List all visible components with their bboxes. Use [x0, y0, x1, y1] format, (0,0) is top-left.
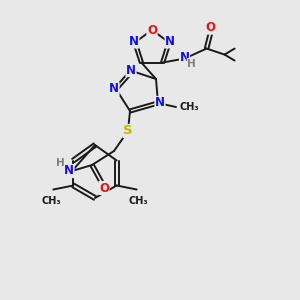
Text: CH₃: CH₃ [129, 196, 148, 206]
Text: N: N [180, 51, 190, 64]
Text: CH₃: CH₃ [41, 196, 61, 206]
Text: S: S [123, 124, 133, 137]
Text: H: H [187, 58, 196, 69]
Text: H: H [56, 158, 64, 168]
Text: N: N [109, 82, 119, 95]
Text: N: N [129, 35, 139, 48]
Text: N: N [165, 35, 175, 48]
Text: N: N [126, 64, 136, 76]
Text: O: O [99, 182, 109, 194]
Text: N: N [155, 97, 165, 110]
Text: O: O [147, 23, 157, 37]
Text: CH₃: CH₃ [180, 102, 200, 112]
Text: N: N [64, 164, 74, 178]
Text: O: O [206, 21, 216, 34]
